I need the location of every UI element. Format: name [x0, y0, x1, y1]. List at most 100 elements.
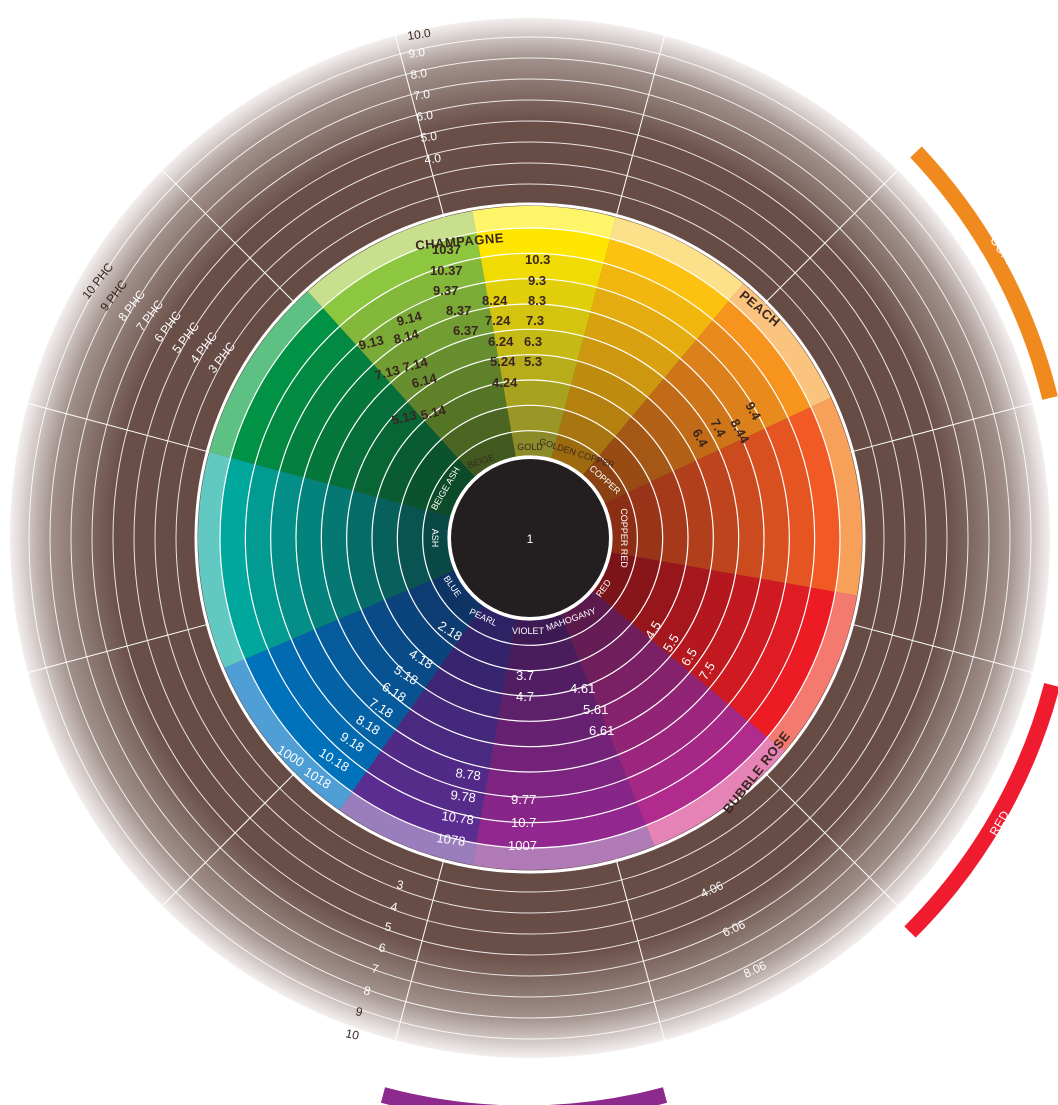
sector-band	[484, 278, 598, 312]
sector-band	[742, 428, 790, 584]
sector-band	[589, 639, 671, 708]
color-sectors	[198, 206, 862, 870]
outer-spoke	[161, 772, 296, 907]
sector-band	[390, 332, 499, 402]
sector-band	[631, 397, 697, 472]
sector-band	[431, 570, 483, 626]
shade-8-78: 8.78	[455, 765, 482, 783]
sector-band	[352, 401, 425, 498]
bottom-level-7: 7	[370, 961, 380, 976]
wheel-rim	[194, 202, 866, 874]
sector-band	[696, 449, 739, 575]
sector-band	[651, 565, 711, 656]
outer-spoke	[764, 772, 899, 907]
sector-band	[480, 778, 637, 823]
sector-band	[244, 649, 367, 792]
sector-band	[322, 232, 481, 327]
sector-band	[712, 300, 811, 418]
sector-band	[489, 304, 591, 337]
sector-band	[680, 339, 766, 440]
outer-spoke	[615, 35, 666, 218]
bottom-level-4: 4	[389, 899, 399, 914]
sector-band	[627, 704, 749, 802]
sector-band	[279, 345, 374, 478]
sector-tip	[729, 283, 831, 407]
sector-band	[748, 587, 836, 738]
shade-7-24: 7.24	[485, 313, 511, 328]
sector-band	[296, 477, 338, 630]
sector-tip	[610, 217, 744, 301]
shade-3-7: 3.7	[516, 668, 534, 683]
sector-band	[590, 287, 697, 359]
outer-spoke	[27, 623, 210, 674]
bottom-level-6: 6	[377, 940, 387, 955]
sector-band	[584, 311, 681, 379]
sector-band	[570, 606, 632, 662]
shade-7-13: 7.13	[373, 362, 401, 383]
sector-band	[219, 457, 268, 660]
sector-band	[709, 578, 786, 705]
center-disc	[451, 459, 609, 617]
shade-7-3: 7.3	[526, 313, 544, 328]
inner-ring-line	[219, 227, 841, 849]
shade-10-3: 10.3	[525, 252, 550, 267]
sector-band	[377, 420, 442, 504]
shade-4-7: 4.7	[516, 689, 534, 704]
red-band	[904, 682, 1058, 938]
shade-9-37: 9.37	[433, 283, 458, 298]
sector-band	[627, 481, 663, 562]
outer-ring-line	[133, 141, 927, 935]
sector-band	[361, 599, 440, 689]
sector-band	[498, 684, 599, 722]
shade-9-78: 9.78	[450, 787, 477, 805]
sector-band	[424, 667, 503, 719]
top-level-5: 5.0	[419, 129, 438, 145]
sector-tip	[472, 825, 655, 870]
sector-tip	[646, 737, 785, 846]
outer-spoke	[27, 402, 210, 453]
sector-band	[636, 720, 768, 826]
shade-5-24: 5.24	[490, 354, 516, 369]
sector-band	[267, 639, 382, 772]
sector-band	[484, 754, 628, 798]
bottom-level-5: 5	[383, 919, 393, 934]
sector-band	[597, 263, 713, 340]
family-copper-red: COPPER RED	[619, 508, 629, 568]
family-ash: ASH	[430, 529, 440, 548]
sector-band	[696, 319, 788, 429]
shade-9-3: 9.3	[528, 273, 546, 288]
outer-ring-line	[175, 183, 885, 893]
shade-4-24: 4.24	[492, 375, 518, 390]
sector-band	[673, 460, 714, 570]
inner-ring-line	[244, 252, 816, 824]
sector-band	[615, 416, 674, 482]
top-level-10: 10.0	[406, 26, 431, 43]
sector-band	[511, 614, 571, 646]
shade-8-24: 8.24	[482, 293, 508, 308]
inner-ring-line	[295, 303, 765, 773]
sector-band	[422, 510, 455, 580]
sector-band	[426, 458, 476, 517]
shade-8-3: 8.3	[528, 293, 546, 308]
sector-band	[564, 385, 632, 437]
sector-band	[557, 409, 616, 456]
bottom-level-3: 3	[395, 877, 405, 892]
sector-band	[489, 731, 618, 772]
sector-band	[511, 430, 558, 459]
sector-band	[570, 360, 648, 417]
inner-ring-line	[371, 379, 689, 697]
sector-band	[395, 708, 494, 769]
sector-tip	[767, 591, 857, 752]
top-level-6: 6.0	[415, 108, 434, 124]
sector-band	[270, 470, 315, 640]
sector-band	[728, 583, 811, 721]
sector-tip	[339, 791, 477, 865]
sector-band	[397, 503, 432, 590]
outer-bottom-levels: 3 4 5 6 7 8 9 10	[344, 877, 405, 1043]
sector-band	[328, 382, 408, 491]
sector-band	[373, 307, 494, 383]
outer-ring-line	[49, 57, 1011, 1019]
sector-band	[650, 471, 688, 566]
shade-9-13: 9.13	[357, 332, 385, 353]
